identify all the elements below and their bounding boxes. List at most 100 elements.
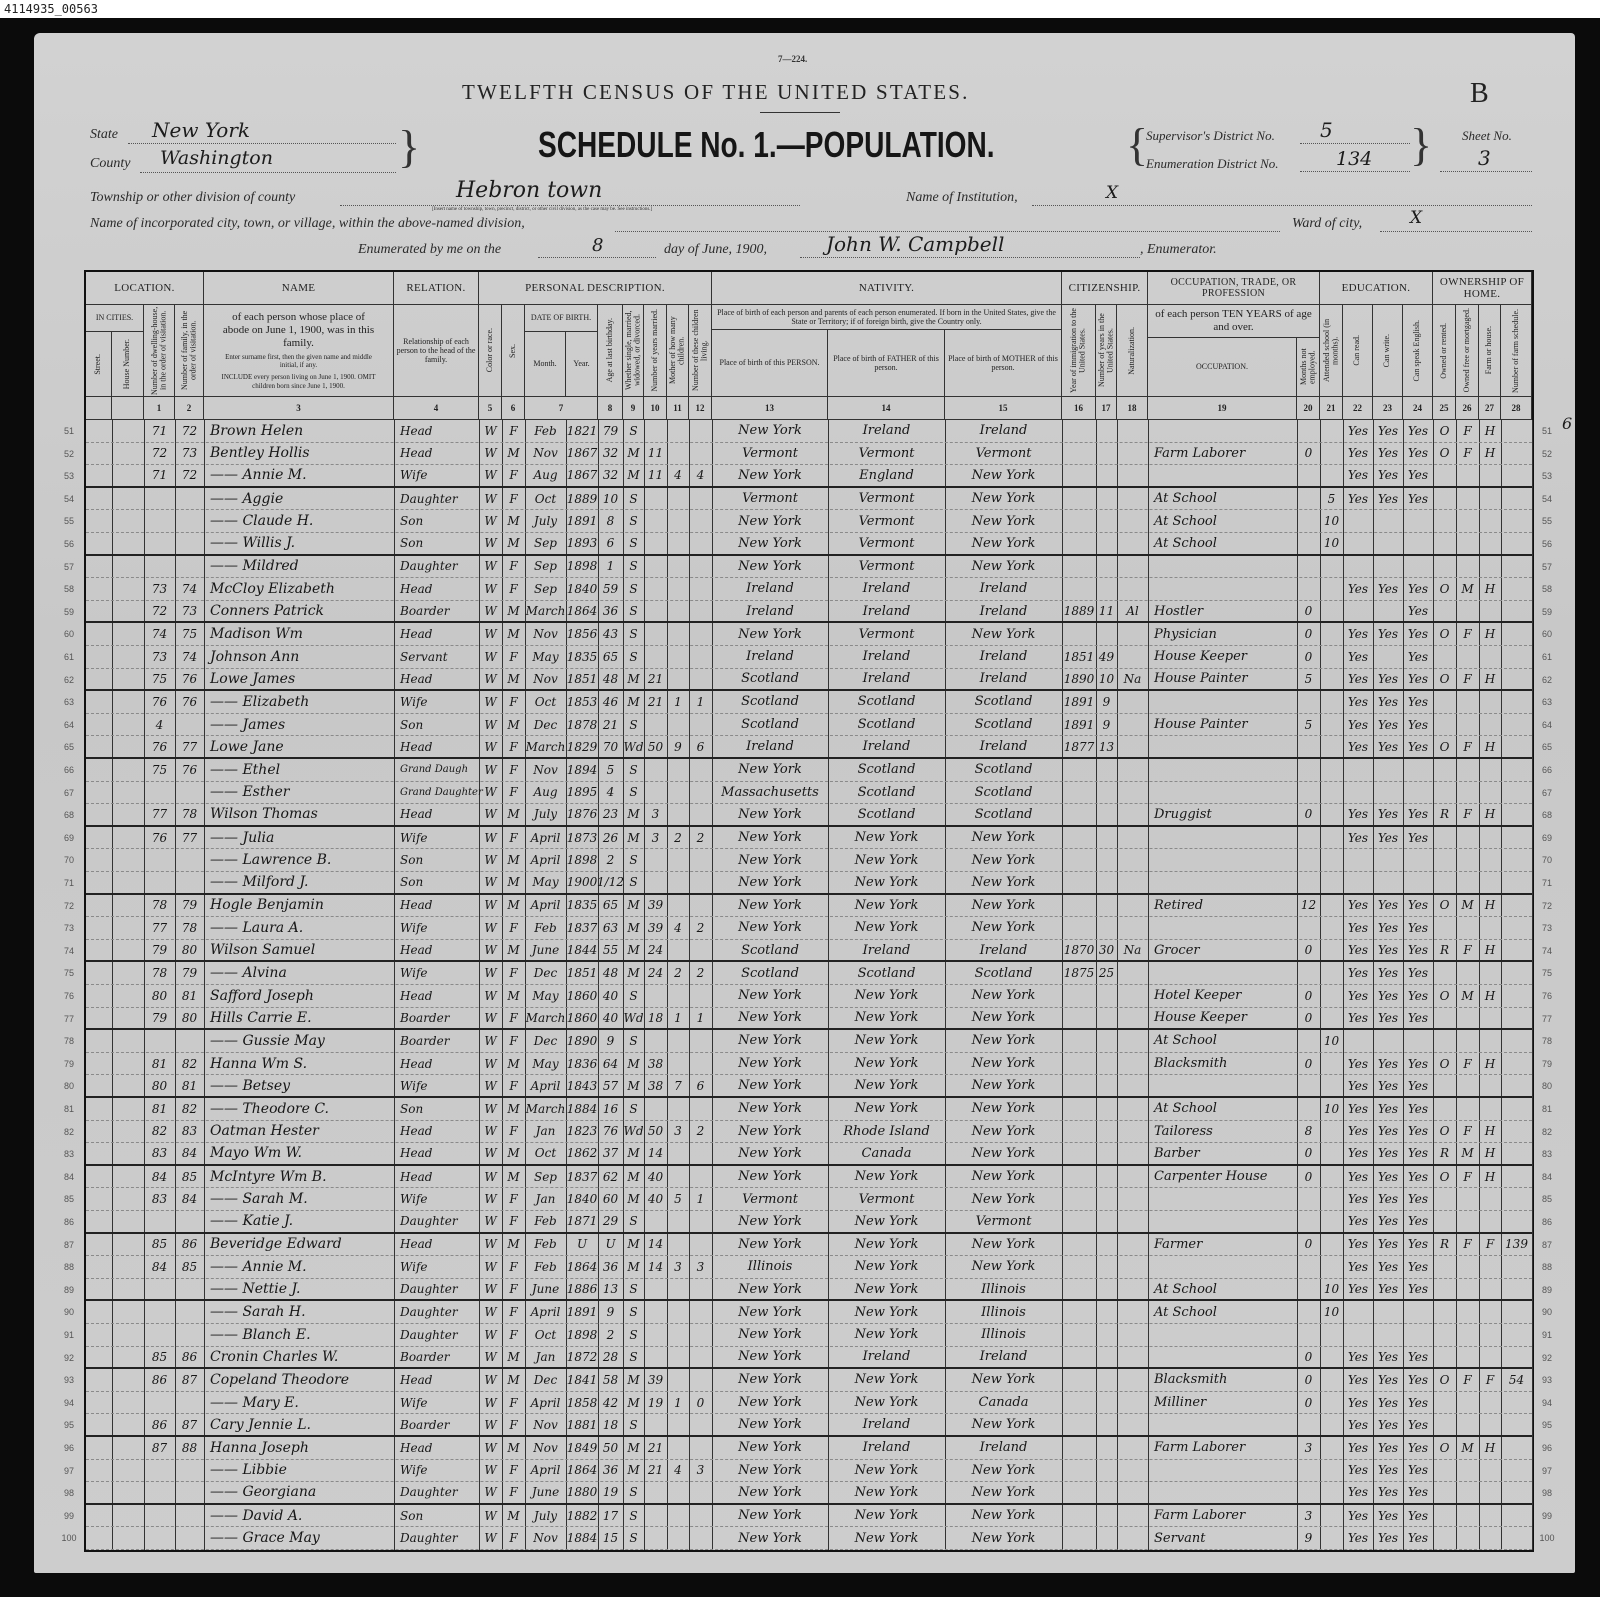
cell-farm xyxy=(1479,556,1501,578)
cell-rd: Yes xyxy=(1347,446,1369,461)
cell-own xyxy=(1433,917,1456,939)
cell-ym xyxy=(644,985,667,1007)
cell-month: May xyxy=(532,875,559,890)
cell-sch xyxy=(1320,646,1343,668)
cell-month: June xyxy=(531,1282,560,1297)
cell-free xyxy=(1456,1324,1479,1346)
table-row: 75 76 —— Ethel Grand Daugh W F Nov 1894 5 S New Yo… xyxy=(86,759,1532,782)
cell-pm: New York xyxy=(971,558,1036,574)
cell-month: Nov xyxy=(533,762,558,777)
cell-imm xyxy=(1062,1256,1096,1278)
cell-farm xyxy=(1479,917,1501,939)
cell-sched xyxy=(1501,759,1532,781)
cell-year: 1835 xyxy=(566,898,598,913)
line-number-left: 84 xyxy=(63,1171,74,1182)
cell-mu: 0 xyxy=(1304,1349,1313,1364)
cell-pf: New York xyxy=(854,1169,919,1185)
cell-year: 1884 xyxy=(566,1101,598,1116)
cell-yus xyxy=(1096,1505,1117,1527)
cell-mo xyxy=(667,601,689,622)
cell-ym xyxy=(644,759,667,781)
cell-pf: Vermont xyxy=(858,535,915,551)
cell-yus: 9 xyxy=(1102,694,1111,709)
cell-pm: Ireland xyxy=(979,671,1028,687)
cell-en xyxy=(1403,1030,1433,1052)
cell-name: —— Annie M. xyxy=(210,467,307,484)
line-number-left: 87 xyxy=(63,1239,74,1250)
cell-fam: 77 xyxy=(181,830,198,845)
cell-fam: 85 xyxy=(181,1259,198,1274)
cell-rd: Yes xyxy=(1347,943,1369,958)
cell-rd: Yes xyxy=(1347,1101,1369,1116)
cell-imm xyxy=(1062,782,1096,804)
line-number-right: 61 xyxy=(1541,652,1552,662)
cell-age: 63 xyxy=(602,920,619,935)
cell-wr: Yes xyxy=(1377,1010,1399,1025)
cell-sex: F xyxy=(509,785,518,800)
cell-occ: Blacksmith xyxy=(1154,1056,1228,1072)
cell-month: Nov xyxy=(533,671,558,686)
cell-sex: F xyxy=(509,1214,518,1229)
column-header-street: Street. xyxy=(86,332,112,397)
enumerator-label: , Enumerator. xyxy=(1140,242,1217,257)
cell-pob: Illinois xyxy=(747,1259,793,1275)
cell-mar: S xyxy=(629,536,638,551)
cell-en: Yes xyxy=(1407,1169,1429,1184)
cell-month: May xyxy=(532,1056,559,1071)
cell-en: Yes xyxy=(1407,717,1429,732)
cell-mar: M xyxy=(627,446,640,461)
cell-pm: New York xyxy=(971,1508,1036,1524)
cell-rd: Yes xyxy=(1347,1056,1369,1071)
column-label-sch: Attended school (in months). xyxy=(1321,318,1339,383)
cell-mu xyxy=(1297,420,1320,442)
cell-free: F xyxy=(1463,1372,1472,1387)
cell-fam: 80 xyxy=(181,943,198,958)
cell-liv xyxy=(689,488,712,510)
cell-age: 43 xyxy=(602,627,619,642)
cell-mo: 4 xyxy=(674,468,682,483)
cell-nat xyxy=(1117,962,1148,984)
cell-year: 1889 xyxy=(566,491,598,506)
cell-yus xyxy=(1096,420,1117,442)
cell-imm xyxy=(1062,1098,1096,1120)
cell-imm xyxy=(1062,533,1096,554)
table-row: 85 86 Beveridge Edward Head W M Feb U U M 14 New Yo… xyxy=(86,1234,1532,1257)
line-number-left: 74 xyxy=(63,945,74,956)
cell-nat xyxy=(1117,759,1148,781)
cell-yus xyxy=(1096,1211,1117,1232)
cell-dw: 78 xyxy=(151,966,168,981)
cell-rd: Yes xyxy=(1347,1485,1369,1500)
cell-en: Yes xyxy=(1407,1349,1429,1364)
cell-sch xyxy=(1320,1211,1343,1232)
cell-color: W xyxy=(484,830,497,845)
cell-imm xyxy=(1062,1075,1096,1096)
cell-year: 1853 xyxy=(566,694,598,709)
cell-dw: 80 xyxy=(151,1078,168,1093)
cell-dw: 72 xyxy=(151,604,168,619)
line-number-right: 84 xyxy=(1541,1171,1552,1182)
cell-rel: Wife xyxy=(400,1192,428,1207)
date-of-birth-header: DATE OF BIRTH. xyxy=(525,305,598,332)
cell-age: 17 xyxy=(602,1508,619,1523)
line-number-right: 68 xyxy=(1541,810,1552,821)
cell-month: March xyxy=(525,739,566,754)
cell-ym xyxy=(644,1301,667,1323)
incorporated-city-label: Name of incorporated city, town, or vill… xyxy=(90,216,525,231)
cell-nat xyxy=(1117,510,1148,532)
cell-mar: M xyxy=(627,1440,640,1455)
column-number-rel: 4 xyxy=(394,397,479,420)
cell-pm: New York xyxy=(971,1010,1036,1026)
cell-fam: 81 xyxy=(181,1078,198,1093)
column-divider xyxy=(144,420,145,1550)
cell-age: 5 xyxy=(606,762,615,777)
cell-fam xyxy=(175,1392,204,1414)
cell-free xyxy=(1456,827,1479,849)
column-divider xyxy=(1373,420,1374,1550)
cell-nat xyxy=(1117,443,1148,465)
cell-yus xyxy=(1096,1482,1117,1503)
cell-en xyxy=(1403,1324,1433,1346)
line-number-right: 53 xyxy=(1541,471,1552,482)
cell-fam xyxy=(175,556,204,578)
cell-mo xyxy=(667,1098,689,1120)
cell-mo xyxy=(667,1030,689,1052)
